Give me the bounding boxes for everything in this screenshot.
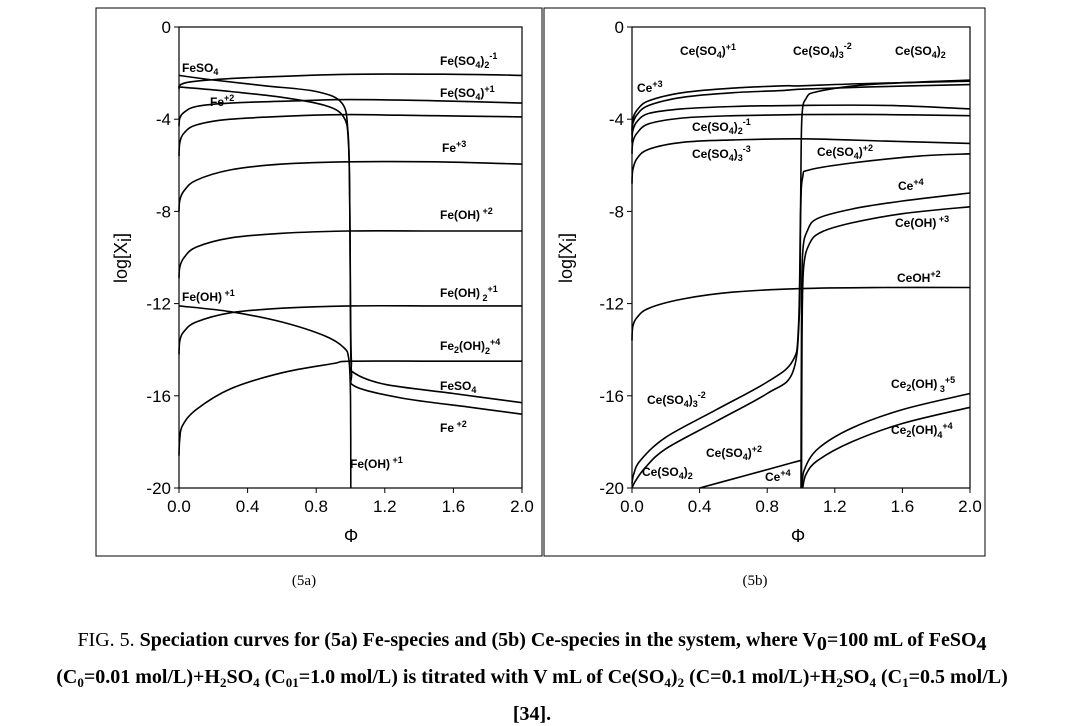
panel-b-y-tick-label: 0 <box>615 18 624 37</box>
series-line-fe2-oh-2-4-low- <box>178 360 522 456</box>
series-line-fe-oh-1 <box>178 305 352 489</box>
label-ce-so4-3-2: Ce(SO4)3-2 <box>793 41 852 60</box>
panel-a-label: (5a) <box>292 573 316 589</box>
label-ce4-low: Ce+4 <box>765 468 791 484</box>
label-ce3: Ce+3 <box>637 79 663 95</box>
panel-b-x-tick-label: 0.4 <box>688 497 712 516</box>
caption-line-1: FIG. 5. Speciation curves for (5a) Fe-sp… <box>77 629 986 655</box>
panel-a-x-tick-label: 1.2 <box>373 497 397 516</box>
series-line-ce-so4-3-2 <box>631 83 971 136</box>
panel-a-y-tick-label: -16 <box>146 387 171 406</box>
panel-a-x-tick-label: 0.4 <box>236 497 260 516</box>
label-fe-oh-1-bottom: Fe(OH) +1 <box>350 455 403 471</box>
panel-b-y-tick-label: -4 <box>609 110 624 129</box>
panel-a-x-tick-label: 0.8 <box>304 497 328 516</box>
panel-a-x-tick-label: 2.0 <box>510 497 534 516</box>
series-line-fe2-oh-2-4 <box>178 304 522 355</box>
panel-b-curves <box>631 79 971 489</box>
label-ce-so4-2-1: Ce(SO4)2-1 <box>692 117 751 136</box>
series-line-fe-2 <box>178 86 523 415</box>
series-line-ce-oh-3 <box>800 206 971 489</box>
panel-a-x-tick-label: 0.0 <box>167 497 191 516</box>
label-fe2-bottom: Fe +2 <box>440 419 467 435</box>
panel-a-y-tick-label: 0 <box>162 18 171 37</box>
panel-b-x-tick-label: 2.0 <box>958 497 982 516</box>
series-line-ce-4 <box>800 192 971 489</box>
panel-b-y-tick-label: -20 <box>599 479 624 498</box>
panel-b-x-tick-label: 1.6 <box>891 497 915 516</box>
label-ce-so4-2plus-low: Ce(SO4)+2 <box>706 444 762 462</box>
series-line-fe-3 <box>178 113 523 157</box>
series-line-ce-3 <box>631 286 971 341</box>
series-line-fe-so4-2-1 <box>178 73 523 90</box>
label-ce-so4-2plus: Ce(SO4)+2 <box>817 143 873 161</box>
label-ce-so4-2-low: Ce(SO4)2 <box>642 465 693 481</box>
panel-b-ticks: 0.0 0.4 0.8 1.2 1.6 2.0 0 -4 -8 -12 -16 -20 <box>599 18 981 516</box>
panel-a-x-axis-title: Φ <box>344 526 358 546</box>
series-line-ce-so4-1 <box>631 80 971 131</box>
label-fe3: Fe+3 <box>442 139 466 155</box>
panel-b-chart: 0.0 0.4 0.8 1.2 1.6 2.0 0 -4 -8 -12 -16 -20 log[Xi]… <box>556 18 982 546</box>
panel-b-y-axis-title: log[Xi] <box>556 233 580 283</box>
label-ce-so4-2-top: Ce(SO4)2 <box>895 44 946 60</box>
panel-a-y-tick-label: -4 <box>156 110 171 129</box>
series-line-ce-so4-2-low- <box>631 153 971 489</box>
label-ce-so4-1: Ce(SO4)+1 <box>680 42 736 60</box>
label-feso4-bottom: FeSO4 <box>440 379 476 395</box>
panel-a-ticks: 0.0 0.4 0.8 1.2 1.6 2.0 0 -4 -8 -12 -16 -20 <box>146 18 533 516</box>
series-line-ce-so4-2-1 <box>631 113 971 154</box>
label-ce-so4-3-3: Ce(SO4)3-3 <box>692 144 751 163</box>
series-line-fe-oh-2-1 <box>178 230 522 279</box>
label-feso4-top: FeSO4 <box>182 61 218 77</box>
label-ce-oh-3: Ce(OH) +3 <box>895 214 949 230</box>
series-line-ce2-oh-4-4 <box>801 406 971 489</box>
panel-a-y-tick-label: -8 <box>156 202 171 221</box>
series-line-ce2-oh-3-5 <box>801 392 971 489</box>
panel-a-y-axis-title: log[Xi] <box>111 233 135 283</box>
label-ce2-oh-4-4: Ce2(OH)4+4 <box>891 421 953 440</box>
label-ce2-oh-3-5: Ce2(OH) 3+5 <box>891 375 955 394</box>
panel-b-x-tick-label: 0.0 <box>620 497 644 516</box>
label-fe-so4-1: Fe(SO4)+1 <box>440 84 495 102</box>
panel-b-y-tick-label: -8 <box>609 202 624 221</box>
panel-b-y-tick-label: -16 <box>599 387 624 406</box>
label-ce4: Ce+4 <box>898 177 924 193</box>
panel-b-frame <box>543 7 986 557</box>
label-ceoh-2: CeOH+2 <box>897 269 941 285</box>
panel-a-x-tick-label: 1.6 <box>442 497 466 516</box>
label-fe-oh2-1: Fe(OH) 2+1 <box>440 284 498 303</box>
series-line-fe-oh-2 <box>178 160 523 212</box>
panel-b-label: (5b) <box>743 573 768 589</box>
panel-b-x-tick-label: 1.2 <box>823 497 847 516</box>
panel-a-chart: 0.0 0.4 0.8 1.2 1.6 2.0 0 -4 -8 -12 -16 -20 log[Xi]… <box>111 18 534 546</box>
label-fe2-oh2-4: Fe2(OH)2+4 <box>440 337 500 356</box>
panel-a-y-tick-label: -12 <box>146 295 171 314</box>
panel-a-frame <box>95 7 543 557</box>
label-fe-so4-2: Fe(SO4)2-1 <box>440 51 497 70</box>
label-fe-oh-2: Fe(OH) +2 <box>440 206 493 222</box>
caption-line-3: [34]. <box>513 703 551 725</box>
series-line-ce-so4-3-3 <box>631 137 971 184</box>
label-fe-oh-1-left: Fe(OH) +1 <box>182 288 235 304</box>
panel-a-y-tick-label: -20 <box>146 479 171 498</box>
label-fe2-top: Fe+2 <box>210 93 234 109</box>
series-line-ce-so4-2 <box>631 104 971 143</box>
panel-b-x-axis-title: Φ <box>791 526 805 546</box>
panel-b-y-tick-label: -12 <box>599 295 624 314</box>
caption-line-2: (C0=0.01 mol/L)+H2SO4 (C01=1.0 mol/L) is… <box>56 666 1008 690</box>
series-line-ce-so4-2-tail- <box>699 459 802 489</box>
series-line-fe-so4-1 <box>178 98 523 127</box>
label-ce-so4-3-2-low: Ce(SO4)3-2 <box>647 390 706 409</box>
panel-a-curves <box>178 73 523 489</box>
panel-b-x-tick-label: 0.8 <box>755 497 779 516</box>
